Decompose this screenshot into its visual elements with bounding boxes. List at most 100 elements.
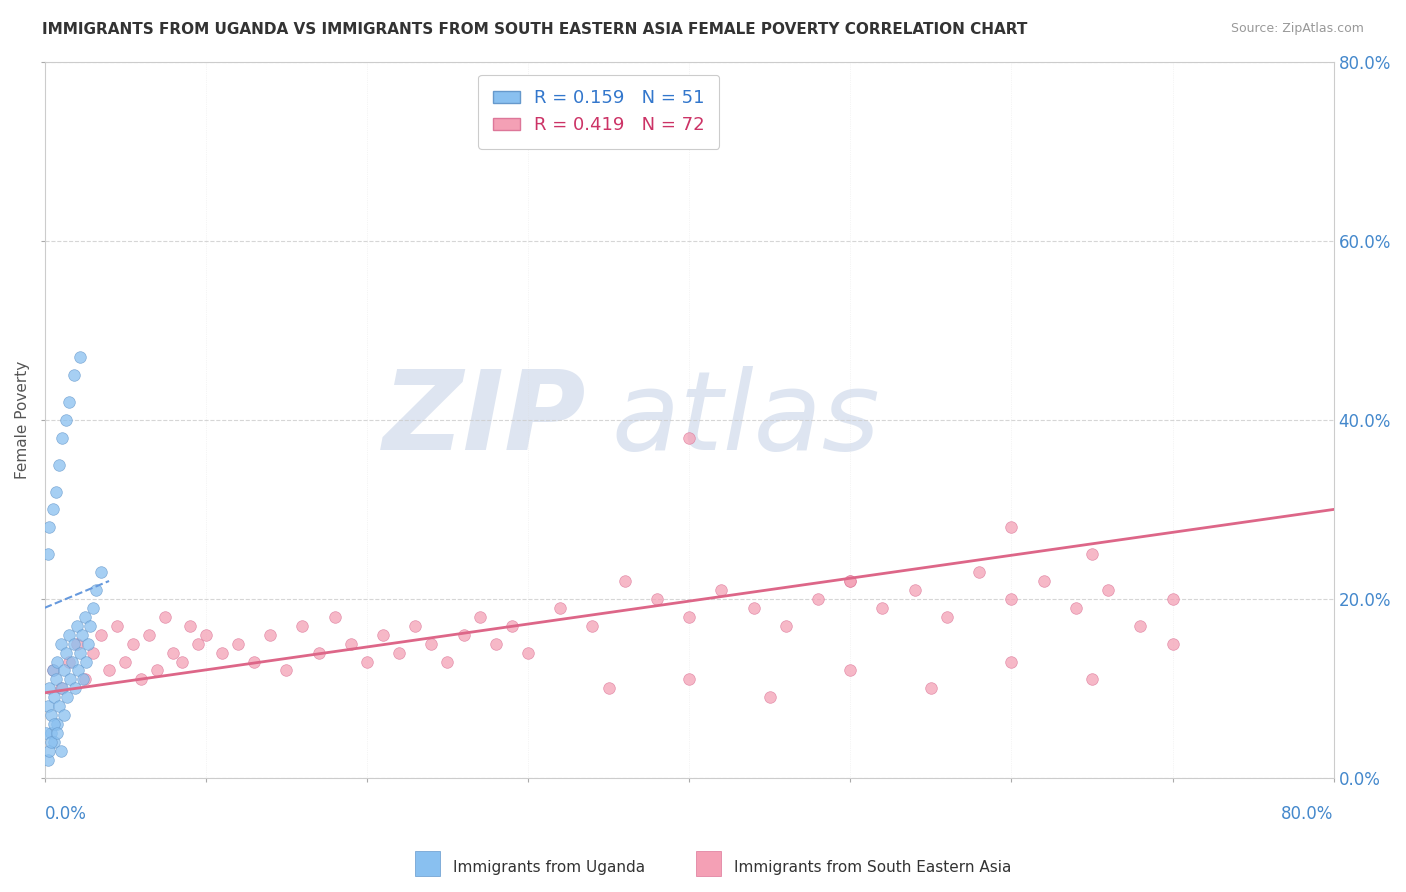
Point <box>291 618 314 632</box>
Point <box>39 726 62 740</box>
Point <box>1000 591 1022 606</box>
Point <box>935 609 957 624</box>
Point <box>69 646 91 660</box>
Point <box>678 673 700 687</box>
Point <box>84 582 107 597</box>
Point <box>179 618 201 632</box>
Point <box>41 664 63 678</box>
Text: Immigrants from South Eastern Asia: Immigrants from South Eastern Asia <box>734 861 1011 875</box>
Point <box>38 744 60 758</box>
Point <box>49 744 72 758</box>
Point <box>920 681 942 696</box>
Point <box>468 609 491 624</box>
Point <box>90 565 112 579</box>
Point <box>39 708 62 723</box>
Point <box>211 646 233 660</box>
Point <box>82 600 104 615</box>
Point <box>46 726 69 740</box>
Point <box>76 655 98 669</box>
Point <box>807 591 830 606</box>
Legend: R = 0.159   N = 51, R = 0.419   N = 72: R = 0.159 N = 51, R = 0.419 N = 72 <box>478 75 720 149</box>
Point <box>775 618 797 632</box>
Point <box>63 681 86 696</box>
Point <box>742 600 765 615</box>
Point <box>872 600 894 615</box>
Point <box>46 717 69 731</box>
Text: Source: ZipAtlas.com: Source: ZipAtlas.com <box>1230 22 1364 36</box>
Point <box>276 664 298 678</box>
Point <box>420 637 443 651</box>
Point <box>55 413 77 427</box>
Point <box>339 637 361 651</box>
Point <box>1097 582 1119 597</box>
Point <box>44 735 66 749</box>
Point <box>58 628 80 642</box>
Point <box>839 574 862 588</box>
Point <box>49 637 72 651</box>
Point <box>517 646 540 660</box>
Point <box>58 395 80 409</box>
Point <box>82 646 104 660</box>
Point <box>138 628 160 642</box>
Point <box>114 655 136 669</box>
Point <box>56 690 79 705</box>
Point <box>678 609 700 624</box>
Point <box>48 699 70 714</box>
Point <box>904 582 927 597</box>
Point <box>453 628 475 642</box>
Point <box>77 637 100 651</box>
Point <box>90 628 112 642</box>
Point <box>1081 547 1104 561</box>
Point <box>98 664 121 678</box>
Point <box>1129 618 1152 632</box>
Point <box>38 520 60 534</box>
Point <box>122 637 145 651</box>
Point <box>41 502 63 516</box>
Point <box>187 637 209 651</box>
Point <box>1000 520 1022 534</box>
Point <box>436 655 458 669</box>
Point <box>105 618 128 632</box>
Point <box>52 664 75 678</box>
Point <box>45 484 67 499</box>
Point <box>59 673 82 687</box>
Y-axis label: Female Poverty: Female Poverty <box>15 361 30 479</box>
Point <box>62 637 84 651</box>
Point <box>243 655 266 669</box>
Point <box>1032 574 1054 588</box>
Point <box>581 618 603 632</box>
Point <box>51 431 73 445</box>
Point <box>67 664 90 678</box>
Text: 80.0%: 80.0% <box>1281 805 1334 823</box>
Text: ZIP: ZIP <box>382 367 586 474</box>
Point <box>37 753 59 767</box>
Text: 0.0%: 0.0% <box>45 805 86 823</box>
Point <box>49 681 72 696</box>
Point <box>37 699 59 714</box>
Point <box>967 565 990 579</box>
Point <box>371 628 394 642</box>
Point <box>44 690 66 705</box>
Point <box>46 655 69 669</box>
Point <box>41 664 63 678</box>
Point <box>259 628 281 642</box>
Point <box>38 681 60 696</box>
Point <box>58 655 80 669</box>
Point <box>129 673 152 687</box>
Point <box>839 664 862 678</box>
Point <box>170 655 193 669</box>
Point <box>598 681 620 696</box>
Point <box>73 609 96 624</box>
Point <box>1161 591 1184 606</box>
Text: Immigrants from Uganda: Immigrants from Uganda <box>453 861 645 875</box>
Text: atlas: atlas <box>612 367 880 474</box>
Point <box>1000 655 1022 669</box>
Point <box>710 582 733 597</box>
Point <box>55 646 77 660</box>
Point <box>194 628 217 642</box>
Point <box>1064 600 1087 615</box>
Point <box>52 708 75 723</box>
Point <box>44 717 66 731</box>
Point <box>613 574 636 588</box>
Point <box>323 609 346 624</box>
